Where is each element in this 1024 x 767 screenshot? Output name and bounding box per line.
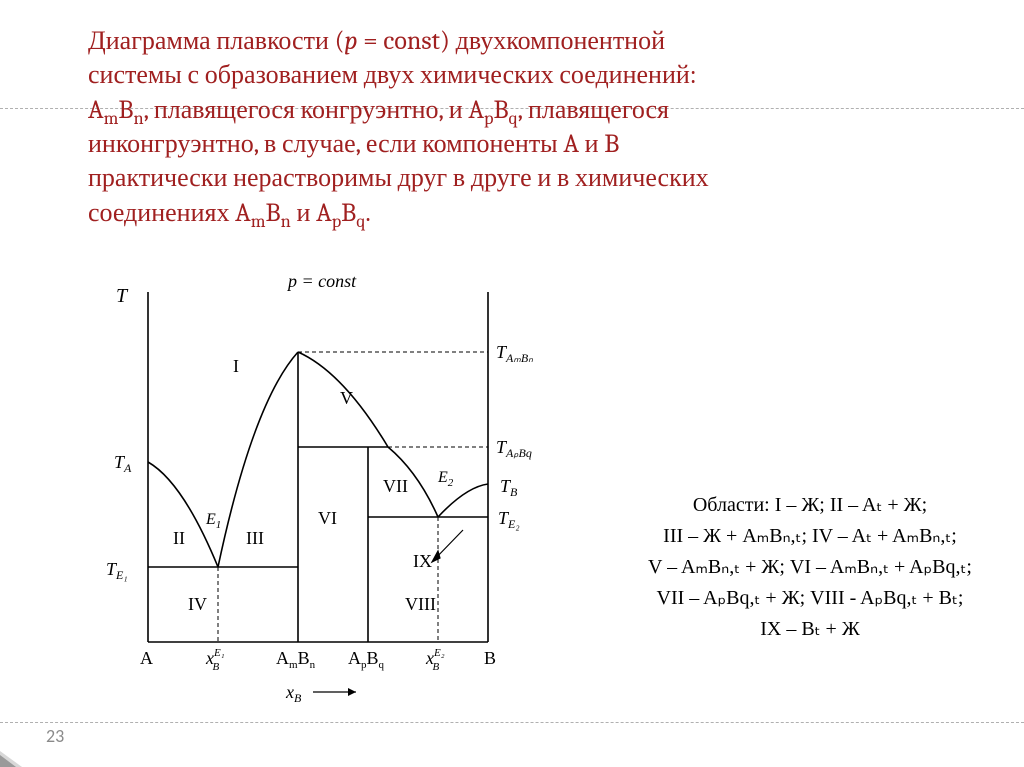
- ApBq-bottom-label: ApBq: [348, 648, 385, 671]
- legend-l1: I – Ж; II – Aₜ + Ж;: [775, 494, 927, 516]
- title-p-italic: p: [345, 26, 358, 56]
- t3-n: n: [133, 108, 143, 129]
- region-IX: IX: [413, 551, 432, 571]
- region-I: I: [233, 356, 239, 376]
- title-line4: инконгруэнтно, в случае, если компоненты…: [88, 129, 619, 159]
- title-line1-pre: Диаграмма плавкости (: [88, 26, 345, 56]
- legend-l4: VII – AₚBq,ₜ + Ж; VIII - AₚBq,ₜ + Bₜ;: [657, 587, 964, 609]
- t6-m: m: [251, 211, 266, 232]
- t3-q: q: [509, 108, 518, 129]
- compound-verticals: [298, 352, 368, 642]
- title-line2: системы с образованием двух химических с…: [88, 60, 697, 90]
- composition-labels: A B xE₁B AmBn ApBq xE₂B: [140, 647, 496, 673]
- B-label: B: [484, 648, 496, 668]
- TE2-label: TE₂: [498, 508, 520, 531]
- legend-lead: Области:: [693, 494, 775, 516]
- region-legend: Области: I – Ж; II – Aₜ + Ж; III – Ж + A…: [620, 490, 1000, 645]
- AmBn-bottom-label: AmBn: [276, 648, 316, 671]
- TA-label: TA: [114, 452, 132, 475]
- t3-m: m: [104, 108, 119, 129]
- TApBq-label: TAₚBq: [496, 437, 532, 460]
- t3-A: A: [88, 95, 104, 125]
- svg-text:xB: xB: [285, 682, 302, 705]
- t6-n: n: [281, 211, 291, 232]
- title-line1-post: = const) двухкомпонентной: [358, 26, 665, 56]
- xB-axis-label: xB: [285, 682, 356, 705]
- t3-post: , плавящегося: [518, 95, 669, 125]
- region-IV: IV: [188, 594, 207, 614]
- t6-q: q: [356, 211, 365, 232]
- t6-and: и A: [291, 198, 332, 228]
- region-II: II: [173, 528, 185, 548]
- region-VII: VII: [383, 476, 408, 496]
- t6-p: p: [332, 211, 341, 232]
- region-V: V: [340, 388, 353, 408]
- axis-T-label: T: [116, 285, 129, 307]
- TB-label: TB: [500, 476, 518, 499]
- A-label: A: [140, 648, 153, 668]
- E1-label: E1: [205, 511, 221, 531]
- t6-B: B: [266, 198, 281, 228]
- TAmBn-label: TAₘBₙ: [496, 342, 533, 365]
- xB-E2-label: xE₂B: [425, 647, 445, 673]
- t6-B2: B: [341, 198, 356, 228]
- region-III: III: [246, 528, 264, 548]
- phase-diagram: T p = const: [88, 272, 568, 692]
- region-VIII: VIII: [405, 594, 436, 614]
- temp-labels: TA TE₁ TAₘBₙ TAₚBq TB TE₂: [106, 342, 533, 582]
- invariant-lines: [148, 447, 488, 567]
- slide-title: Диаграмма плавкости (p = const) двухкомп…: [88, 24, 968, 230]
- liquidus-curves: [148, 352, 488, 567]
- E2-label: E2: [437, 469, 454, 489]
- page-number: 23: [46, 725, 64, 747]
- region-labels: I II III IV V VI VII VIII IX: [173, 356, 436, 614]
- t3-mid: , плавящегося конгруэнтно, и A: [144, 95, 484, 125]
- t6-post: .: [365, 198, 370, 228]
- t3-B2: B: [493, 95, 508, 125]
- liq-seg5: [438, 484, 488, 517]
- legend-l5: IX – Bₜ + Ж: [760, 618, 860, 640]
- divider-bottom: [0, 722, 1024, 723]
- legend-l3: V – AₘBₙ,ₜ + Ж; VI – AₘBₙ,ₜ + AₚBq,ₜ;: [648, 556, 972, 578]
- xB-E1-label: xE₁B: [205, 647, 225, 673]
- title-line5: практически нерастворимы друг в друге и …: [88, 163, 709, 193]
- corner-mark-icon: [0, 737, 38, 767]
- t6-pre: соединениях A: [88, 198, 251, 228]
- region-VI: VI: [318, 508, 337, 528]
- TE1-label: TE₁: [106, 559, 128, 582]
- p-const-label: p = const: [286, 272, 357, 291]
- arrow-IX: [432, 530, 463, 562]
- legend-l2: III – Ж + AₘBₙ,ₜ; IV – Aₜ + AₘBₙ,ₜ;: [663, 525, 957, 547]
- t3-B: B: [118, 95, 133, 125]
- axes: [148, 292, 488, 642]
